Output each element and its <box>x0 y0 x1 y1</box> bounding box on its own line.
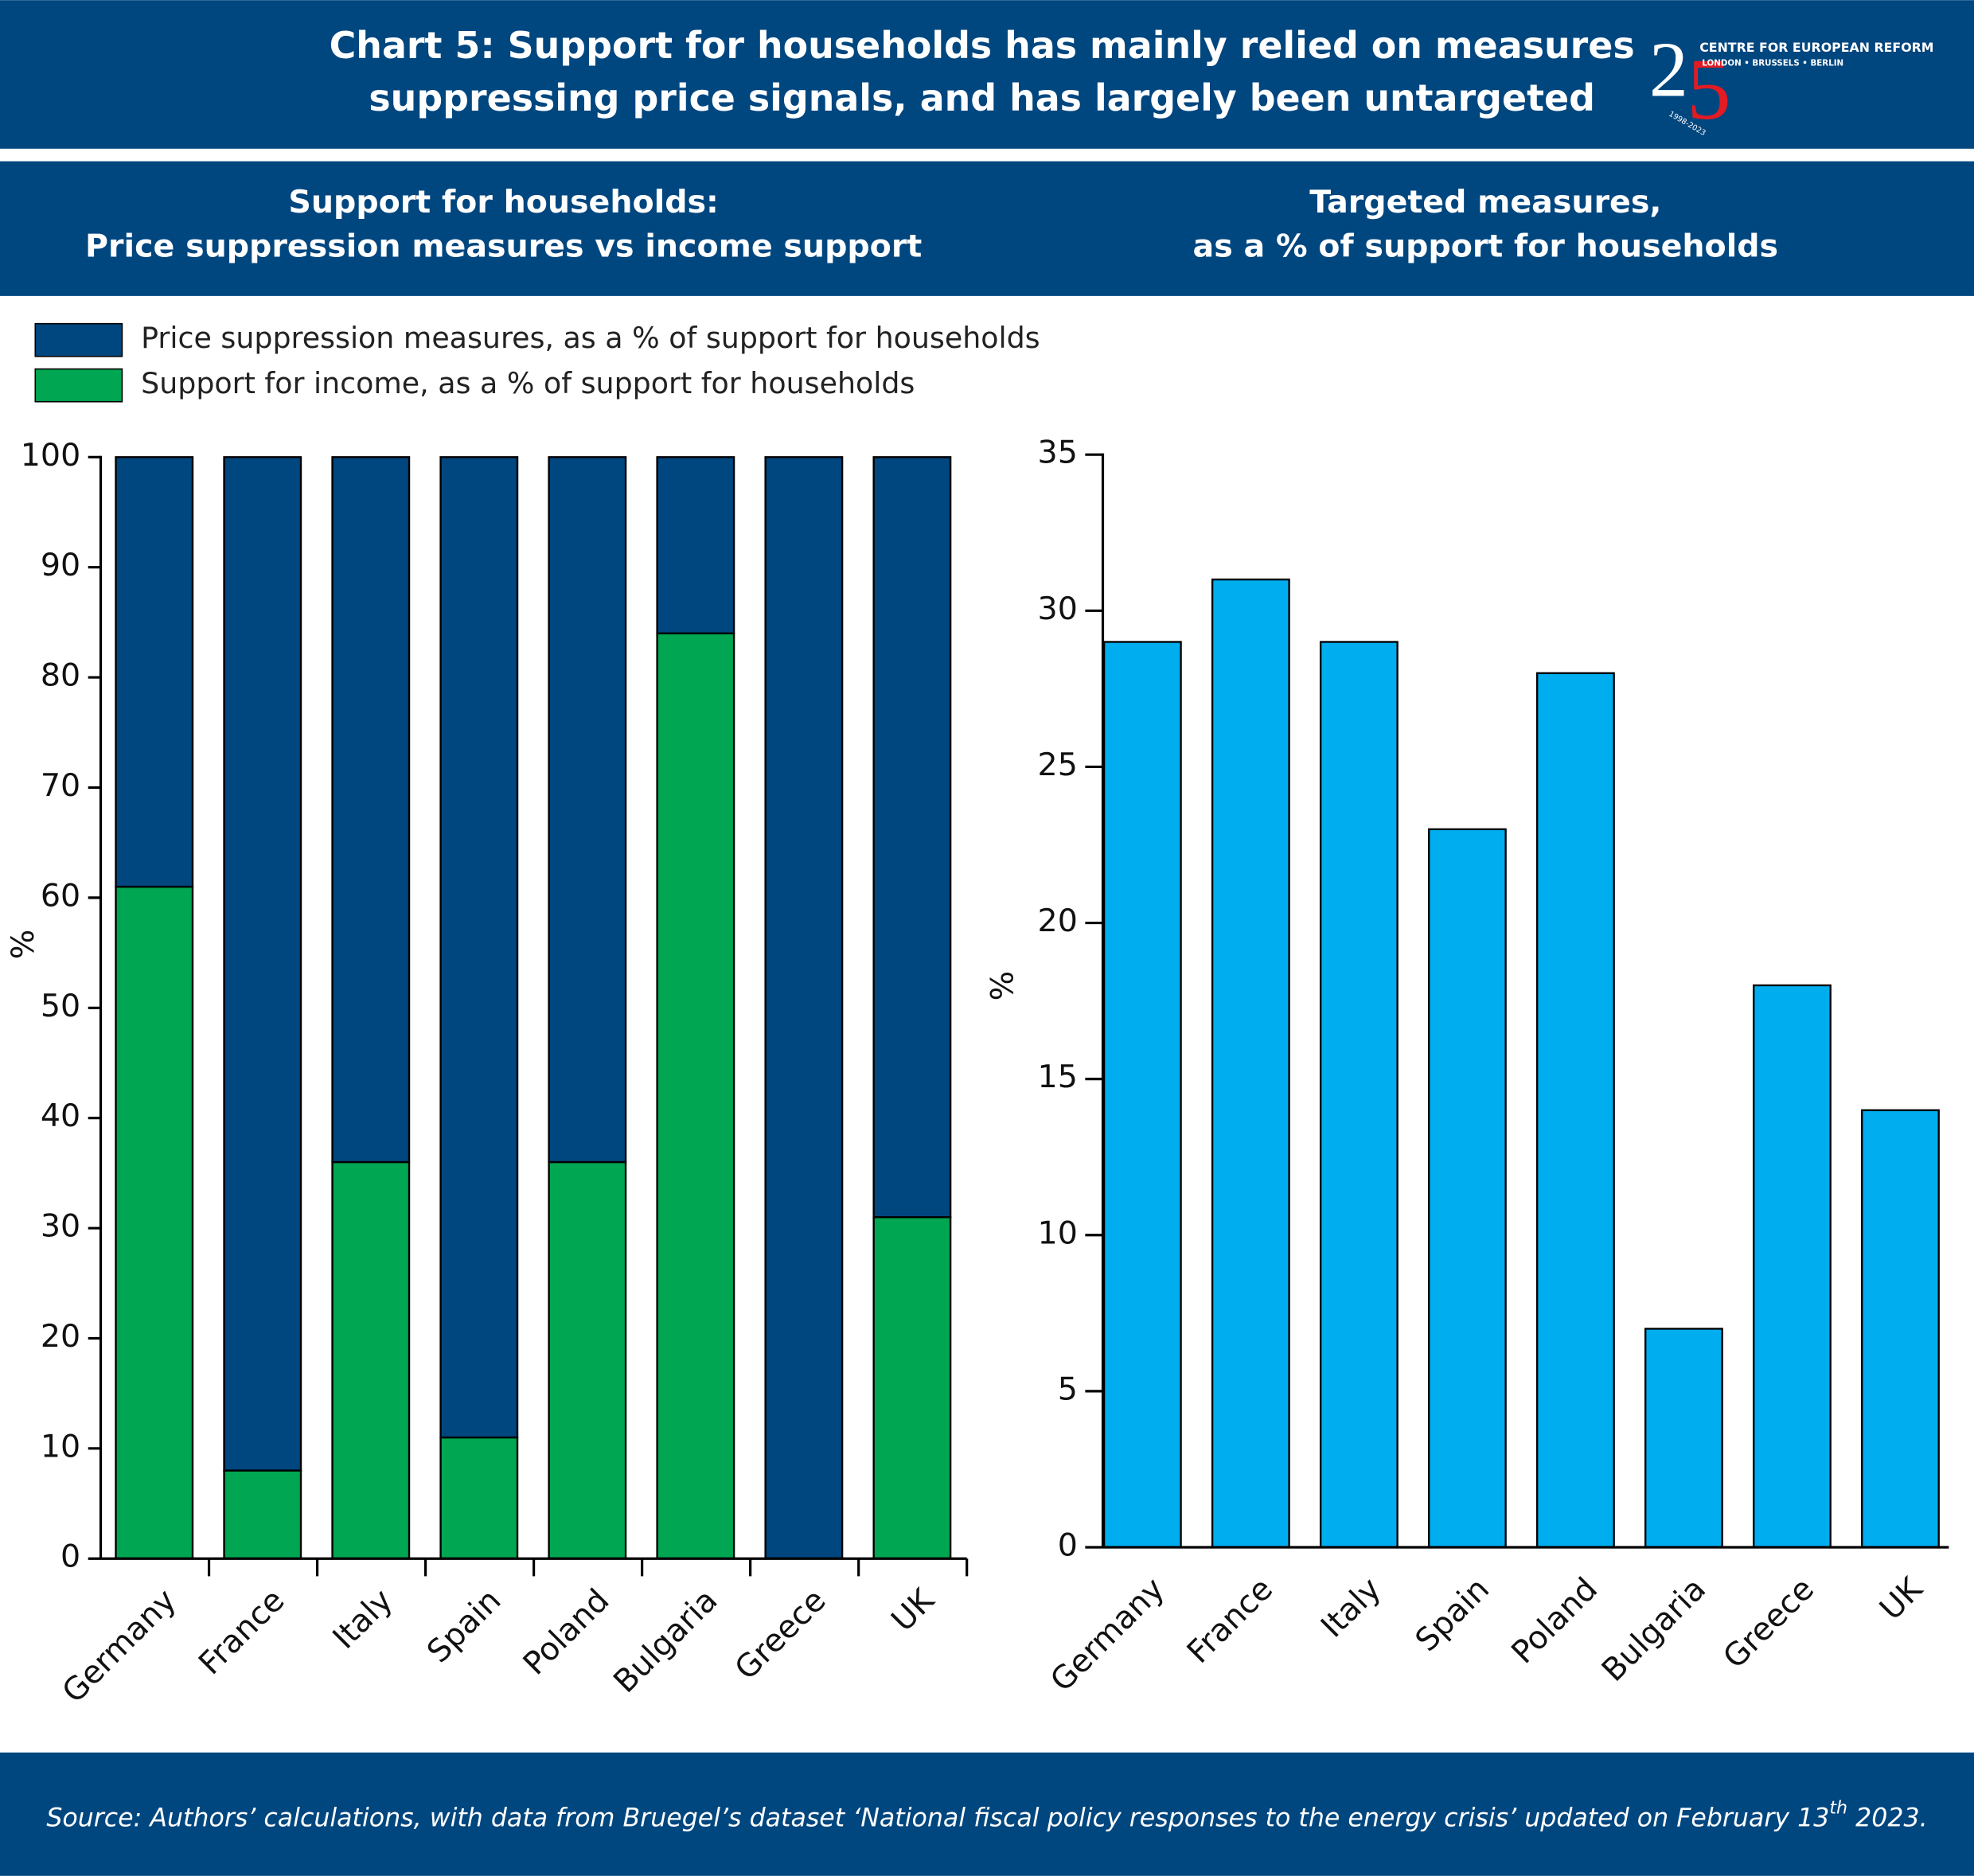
x-tick-label: Germany <box>55 1582 183 1710</box>
y-tick-label: 20 <box>1038 903 1078 939</box>
x-tick-label: Italy <box>326 1582 400 1656</box>
legend-label: Support for income, as a % of support fo… <box>141 366 915 400</box>
bar-segment <box>872 456 952 1219</box>
bar <box>1319 641 1399 1549</box>
x-tick-label: Greece <box>1716 1570 1821 1675</box>
y-tick-label: 100 <box>21 437 80 474</box>
x-tick-label: Spain <box>1408 1570 1496 1659</box>
x-tick-label: Bulgaria <box>1595 1570 1713 1688</box>
x-tick-label: France <box>1180 1570 1280 1670</box>
legend-swatch <box>34 322 123 357</box>
y-tick-label: 0 <box>60 1539 80 1575</box>
title-line: Chart 5: Support for households has main… <box>330 24 1635 67</box>
bar-segment <box>223 456 302 1472</box>
x-tick-label: Italy <box>1314 1570 1388 1644</box>
bar-segment <box>548 456 627 1164</box>
x-tick-label: Germany <box>1044 1570 1172 1699</box>
x-tick-label: Bulgaria <box>607 1582 724 1700</box>
y-tick-label: 40 <box>41 1098 80 1134</box>
y-axis-label: % <box>5 930 41 960</box>
logo-name: CENTRE FOR EUROPEAN REFORM <box>1699 40 1933 55</box>
y-tick-label: 10 <box>1038 1215 1078 1251</box>
chart-subtitle: Targeted measures, <box>1309 184 1661 220</box>
bar-segment <box>764 456 844 1560</box>
chart-subtitle: as a % of support for households <box>1193 228 1779 264</box>
bar-segment <box>439 1436 519 1560</box>
y-tick-label: 30 <box>1038 591 1078 627</box>
bar-segment <box>331 1160 411 1560</box>
y-tick-label: 25 <box>1038 747 1078 783</box>
bar <box>1427 828 1507 1549</box>
title-line: suppressing price signals, and has large… <box>369 76 1595 119</box>
bar-segment <box>115 456 194 888</box>
x-tick-label: Poland <box>517 1582 617 1683</box>
source: Source: Authors’ calculations, with data… <box>46 1797 1927 1833</box>
bar-segment <box>872 1216 952 1560</box>
bar-segment <box>439 456 519 1439</box>
bar <box>1535 672 1615 1549</box>
bar <box>1211 578 1290 1549</box>
y-tick-label: 0 <box>1058 1527 1078 1564</box>
y-axis-label: % <box>985 971 1021 1001</box>
x-tick-label: UK <box>884 1582 942 1639</box>
logo-cities: LONDON • BRUSSELS • BERLIN <box>1702 58 1843 68</box>
y-tick-label: 90 <box>41 547 80 583</box>
y-tick-label: 5 <box>1058 1371 1078 1407</box>
y-tick-label: 20 <box>41 1318 80 1355</box>
x-tick-label: Poland <box>1504 1570 1605 1671</box>
source-sup: th <box>1829 1797 1847 1818</box>
subtitle-band <box>0 161 1974 296</box>
y-tick-label: 60 <box>41 877 80 914</box>
chart-subtitle: Price suppression measures vs income sup… <box>85 228 922 264</box>
bar <box>1102 641 1182 1549</box>
y-tick-label: 35 <box>1038 435 1078 471</box>
bar-segment <box>115 885 194 1560</box>
header-band <box>0 0 1974 149</box>
x-tick-label: France <box>192 1582 291 1682</box>
y-tick-label: 30 <box>41 1208 80 1245</box>
legend-label: Price suppression measures, as a % of su… <box>141 321 1040 355</box>
chart-subtitle: Support for households: <box>288 184 718 220</box>
x-tick-label: Spain <box>420 1582 509 1671</box>
y-tick-label: 15 <box>1038 1059 1078 1095</box>
y-tick-label: 80 <box>41 657 80 694</box>
bar-segment <box>656 632 735 1560</box>
bar-segment <box>656 456 735 634</box>
footer-band <box>0 1752 1974 1876</box>
source-text: Source: Authors’ calculations, with data… <box>46 1804 1829 1833</box>
bar <box>1861 1109 1940 1549</box>
source-text: 2023. <box>1847 1804 1928 1833</box>
x-tick-label: UK <box>1873 1570 1930 1628</box>
bar <box>1753 984 1832 1549</box>
x-tick-label: Greece <box>728 1582 833 1687</box>
y-tick-label: 50 <box>41 988 80 1024</box>
bar-segment <box>548 1160 627 1560</box>
bar <box>1644 1328 1723 1549</box>
logo-digit: 2 <box>1649 28 1688 114</box>
y-tick-label: 10 <box>41 1428 80 1465</box>
bar-segment <box>223 1469 302 1560</box>
y-tick-label: 70 <box>41 767 80 804</box>
legend-swatch <box>34 368 123 403</box>
bar-segment <box>331 456 411 1164</box>
logo-digit: 5 <box>1687 40 1730 138</box>
